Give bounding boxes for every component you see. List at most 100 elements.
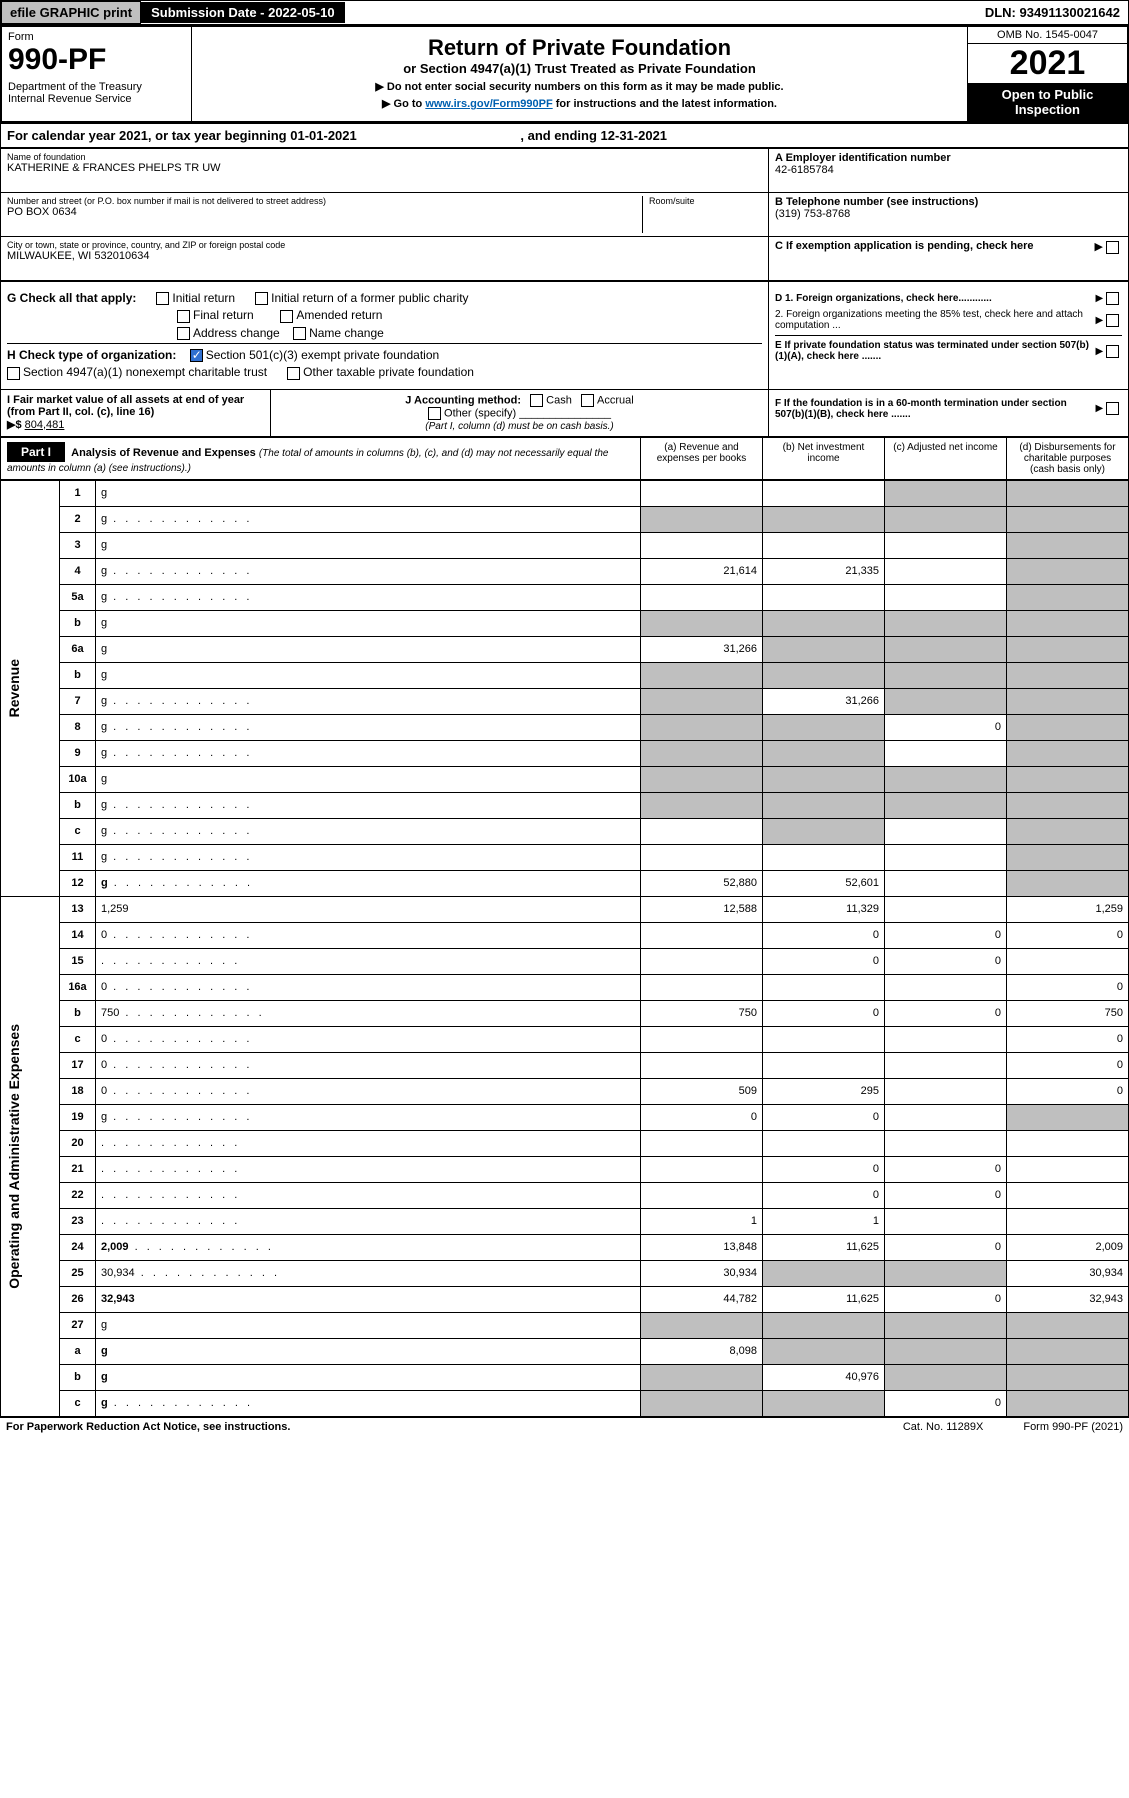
table-row: Revenue1g — [1, 480, 1129, 506]
table-row: 20 — [1, 1130, 1129, 1156]
other-checkbox[interactable] — [428, 407, 441, 420]
d1-checkbox[interactable] — [1106, 292, 1119, 305]
d2-checkbox[interactable] — [1106, 314, 1119, 327]
table-row: 11g — [1, 844, 1129, 870]
cell-a — [641, 740, 763, 766]
city-label: City or town, state or province, country… — [7, 240, 762, 250]
cell-b — [763, 714, 885, 740]
cell-b: 11,625 — [763, 1234, 885, 1260]
goto-notice: ▶ Go to www.irs.gov/Form990PF for instru… — [200, 97, 959, 110]
cell-c — [885, 532, 1007, 558]
cell-d — [1007, 948, 1129, 974]
table-row: 1500 — [1, 948, 1129, 974]
line-number: 19 — [60, 1104, 96, 1130]
cell-a — [641, 610, 763, 636]
cell-c: 0 — [885, 714, 1007, 740]
line-description: g — [96, 844, 641, 870]
line-number: 12 — [60, 870, 96, 896]
cell-a: 30,934 — [641, 1260, 763, 1286]
initial-former-checkbox[interactable] — [255, 292, 268, 305]
line-description — [96, 1208, 641, 1234]
cell-c — [885, 740, 1007, 766]
cell-b: 40,976 — [763, 1364, 885, 1390]
cell-c — [885, 1364, 1007, 1390]
line-number: c — [60, 1026, 96, 1052]
accrual-checkbox[interactable] — [581, 394, 594, 407]
col-c-header: (c) Adjusted net income — [884, 438, 1006, 479]
cell-d — [1007, 1312, 1129, 1338]
cell-b: 31,266 — [763, 688, 885, 714]
efile-print-button[interactable]: efile GRAPHIC print — [1, 1, 141, 24]
cell-a — [641, 506, 763, 532]
line-description: g — [96, 870, 641, 896]
cell-a: 21,614 — [641, 558, 763, 584]
cell-c — [885, 1104, 1007, 1130]
cell-c — [885, 766, 1007, 792]
e-checkbox[interactable] — [1106, 345, 1119, 358]
h-label: H Check type of organization: — [7, 348, 176, 362]
cell-b: 11,625 — [763, 1286, 885, 1312]
table-row: 2100 — [1, 1156, 1129, 1182]
cell-d — [1007, 844, 1129, 870]
line-number: 20 — [60, 1130, 96, 1156]
table-row: 140000 — [1, 922, 1129, 948]
cell-b — [763, 1026, 885, 1052]
form-label: Form — [8, 31, 185, 43]
cell-a: 8,098 — [641, 1338, 763, 1364]
cell-d — [1007, 714, 1129, 740]
cell-d: 30,934 — [1007, 1260, 1129, 1286]
name-change-checkbox[interactable] — [293, 327, 306, 340]
cell-b: 11,329 — [763, 896, 885, 922]
f-checkbox[interactable] — [1106, 402, 1119, 415]
cell-d — [1007, 558, 1129, 584]
h-4947-checkbox[interactable] — [7, 367, 20, 380]
cell-b: 0 — [763, 948, 885, 974]
cell-d — [1007, 1390, 1129, 1416]
cell-b — [763, 818, 885, 844]
table-row: ag8,098 — [1, 1338, 1129, 1364]
cell-d: 750 — [1007, 1000, 1129, 1026]
cell-a: 44,782 — [641, 1286, 763, 1312]
initial-checkbox[interactable] — [156, 292, 169, 305]
line-description: g — [96, 1104, 641, 1130]
c-label: C If exemption application is pending, c… — [775, 240, 1034, 252]
table-row: 9g — [1, 740, 1129, 766]
table-row: 2g — [1, 506, 1129, 532]
table-row: 6ag31,266 — [1, 636, 1129, 662]
irs-link[interactable]: www.irs.gov/Form990PF — [425, 98, 552, 110]
h-other-checkbox[interactable] — [287, 367, 300, 380]
cell-a — [641, 844, 763, 870]
cell-d — [1007, 506, 1129, 532]
ein-label: A Employer identification number — [775, 152, 1122, 164]
cell-d: 0 — [1007, 1052, 1129, 1078]
line-description: 0 — [96, 1026, 641, 1052]
cell-c — [885, 1026, 1007, 1052]
table-row: 3g — [1, 532, 1129, 558]
line-number: b — [60, 1000, 96, 1026]
cell-a: 12,588 — [641, 896, 763, 922]
col-b-header: (b) Net investment income — [762, 438, 884, 479]
cell-b — [763, 532, 885, 558]
line-description: 0 — [96, 922, 641, 948]
table-row: 8g0 — [1, 714, 1129, 740]
cash-checkbox[interactable] — [530, 394, 543, 407]
expenses-label: Operating and Administrative Expenses — [6, 1024, 22, 1289]
cell-d: 0 — [1007, 922, 1129, 948]
footer: For Paperwork Reduction Act Notice, see … — [0, 1417, 1129, 1436]
addr-change-checkbox[interactable] — [177, 327, 190, 340]
cell-c — [885, 662, 1007, 688]
cell-c — [885, 1078, 1007, 1104]
cell-c — [885, 584, 1007, 610]
cell-b — [763, 584, 885, 610]
h-501c3-checkbox[interactable] — [190, 349, 203, 362]
cell-b: 52,601 — [763, 870, 885, 896]
c-checkbox[interactable] — [1106, 241, 1119, 254]
line-number: 11 — [60, 844, 96, 870]
cell-c — [885, 1208, 1007, 1234]
table-row: 2311 — [1, 1208, 1129, 1234]
cell-a: 31,266 — [641, 636, 763, 662]
cell-a: 52,880 — [641, 870, 763, 896]
line-description: 2,009 — [96, 1234, 641, 1260]
amended-checkbox[interactable] — [280, 310, 293, 323]
final-checkbox[interactable] — [177, 310, 190, 323]
